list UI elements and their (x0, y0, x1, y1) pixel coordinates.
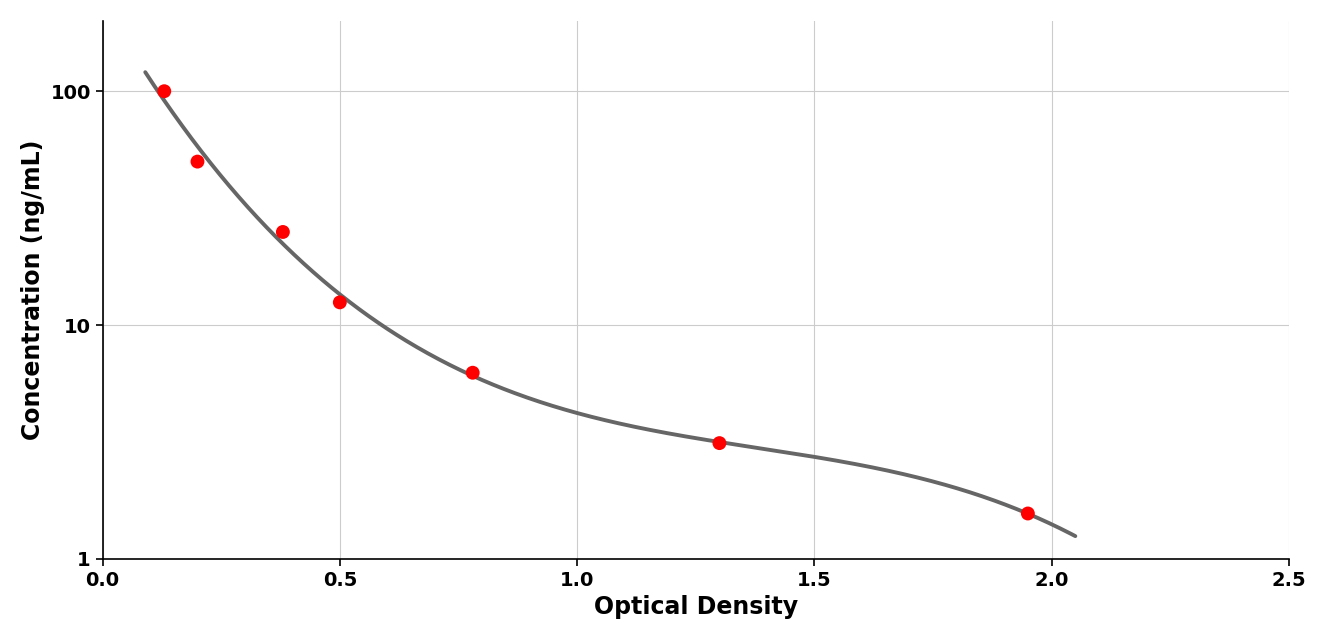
Point (154, 86, 175, 97)
Point (329, 297, 350, 307)
Point (709, 438, 730, 448)
X-axis label: Optical Density: Optical Density (593, 595, 798, 619)
Y-axis label: Concentration (ng/mL): Concentration (ng/mL) (21, 140, 45, 440)
Point (462, 367, 483, 378)
Point (187, 156, 208, 166)
Point (1018, 508, 1039, 518)
Point (272, 227, 293, 237)
